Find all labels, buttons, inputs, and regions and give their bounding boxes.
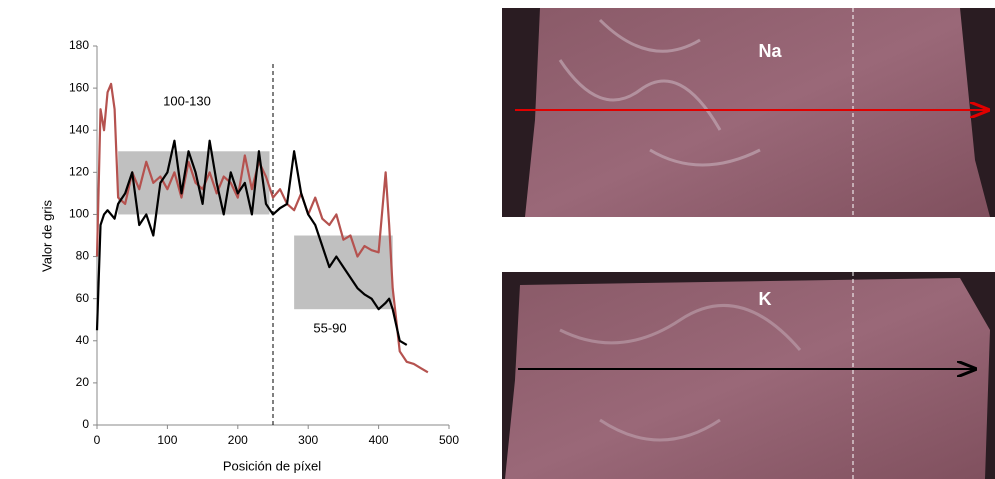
y-tick-label: 160 <box>69 80 89 94</box>
x-tick-label: 200 <box>228 433 248 447</box>
y-tick-label: 20 <box>76 375 90 389</box>
y-tick-label: 80 <box>76 249 90 263</box>
y-tick-label: 180 <box>69 38 89 52</box>
x-tick-label: 0 <box>94 433 101 447</box>
x-tick-label: 100 <box>157 433 177 447</box>
shaded-region <box>294 236 393 310</box>
x-tick-label: 400 <box>369 433 389 447</box>
y-axis-label: Valor de gris <box>39 199 54 272</box>
photo-label: K <box>759 289 772 309</box>
photo-label: Na <box>758 41 782 61</box>
x-tick-label: 300 <box>298 433 318 447</box>
annotation: 100-130 <box>163 93 211 108</box>
figure: Na K Posición de píxel Valor de gris 0 20… <box>0 0 995 479</box>
y-tick-label: 40 <box>76 333 90 347</box>
series-line <box>97 84 428 372</box>
y-tick-label: 60 <box>76 291 90 305</box>
photo-na: Na <box>502 8 995 217</box>
y-tick-label: 140 <box>69 122 89 136</box>
annotation: 55-90 <box>313 320 346 335</box>
y-tick-label: 120 <box>69 165 89 179</box>
y-tick-label: 100 <box>69 207 89 221</box>
x-axis-label: Posición de píxel <box>223 458 321 473</box>
photo-k: K <box>502 272 995 479</box>
x-tick-label: 500 <box>439 433 459 447</box>
y-tick-label: 0 <box>82 417 89 431</box>
